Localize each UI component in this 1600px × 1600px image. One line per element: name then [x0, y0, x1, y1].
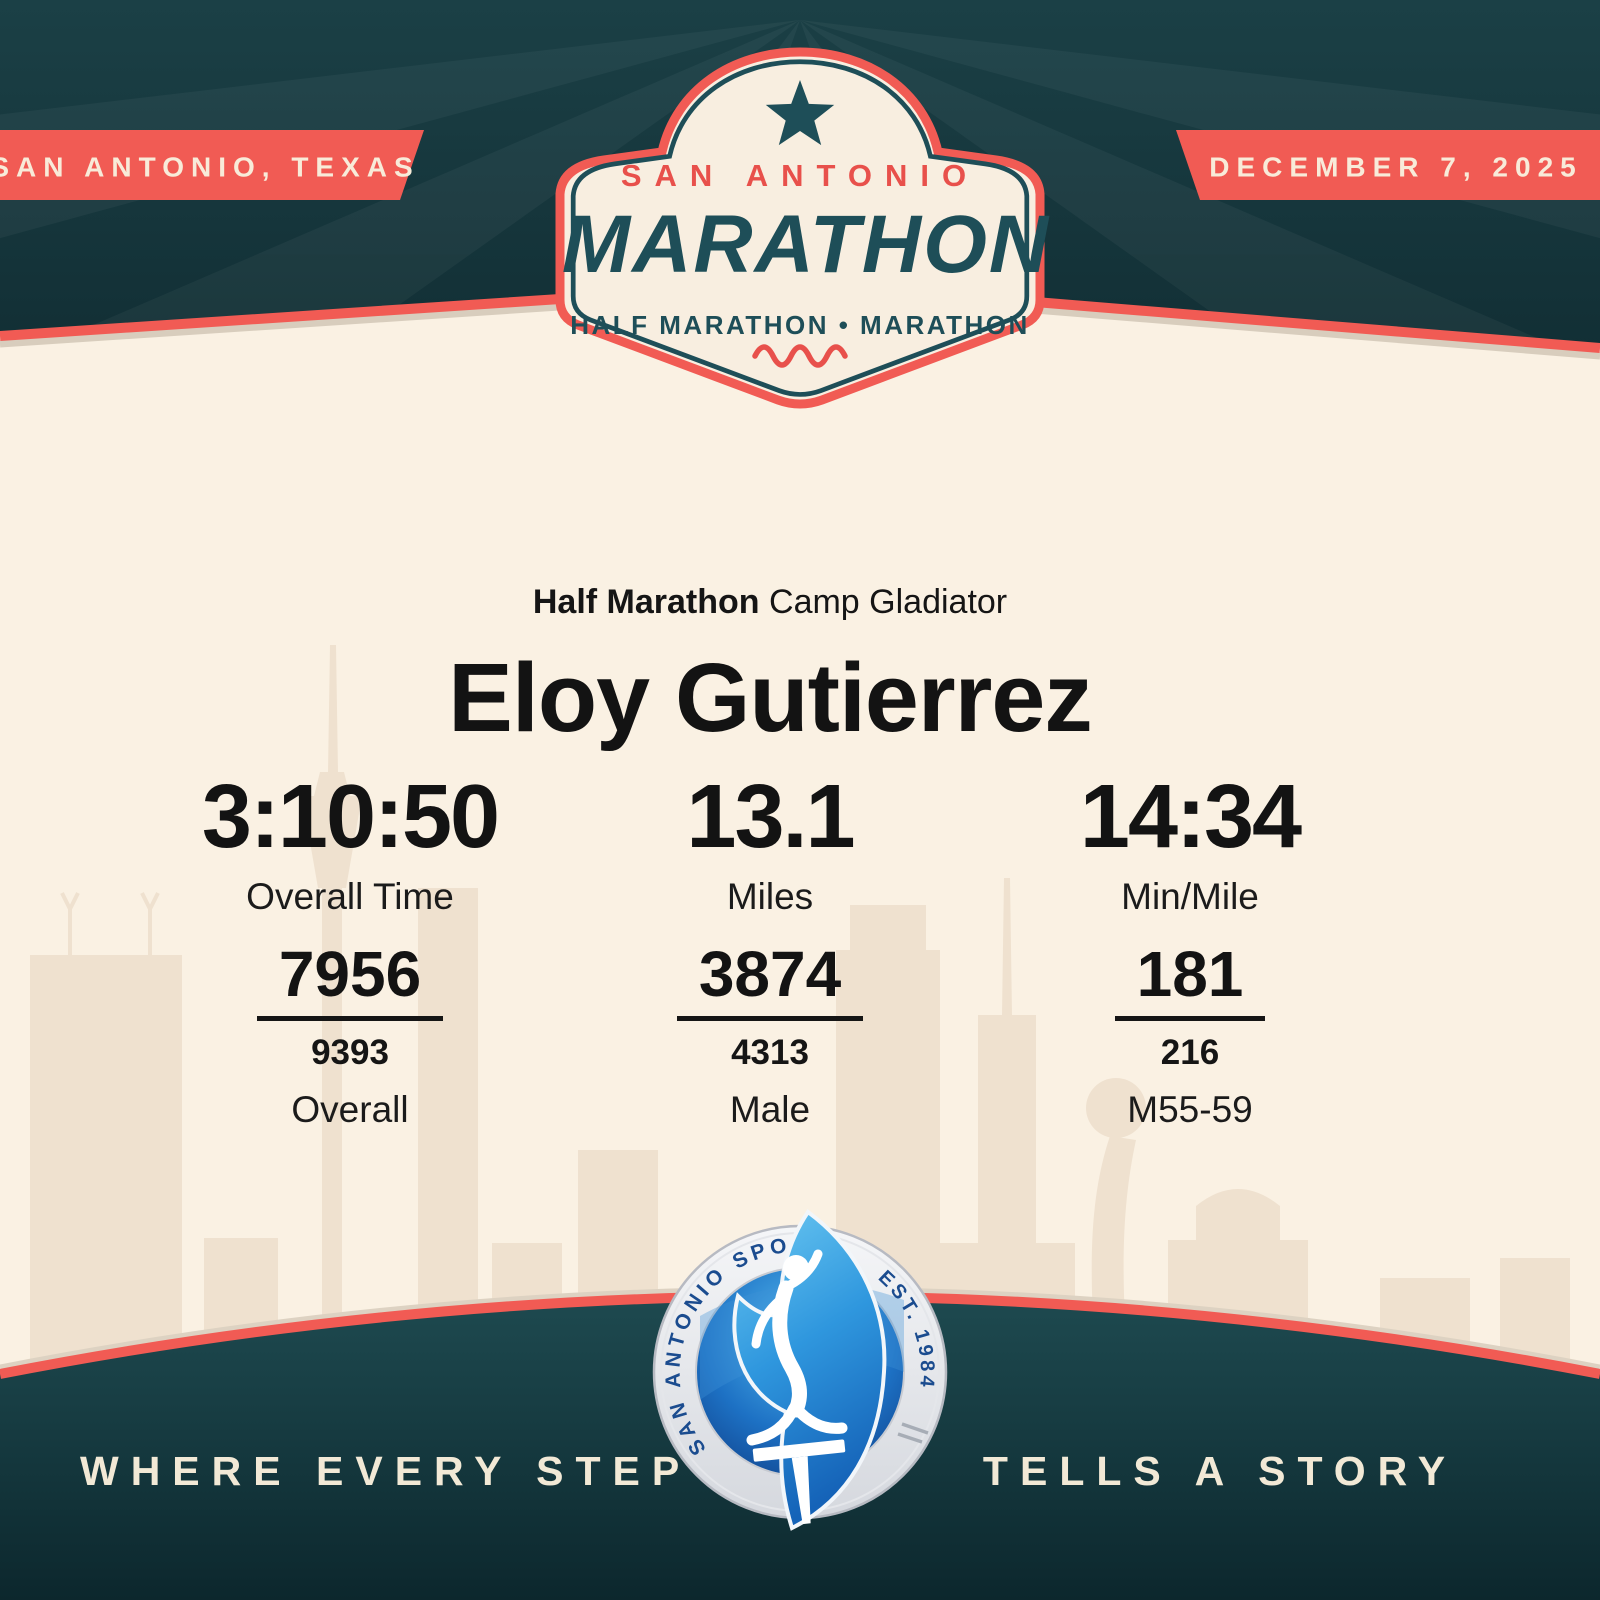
- logo-ring-inner-line: [660, 1232, 940, 1512]
- stat-overall-time: 3:10:50 Overall Time: [150, 772, 550, 918]
- athlete-figure-icon: [746, 1249, 848, 1525]
- rank-label: Male: [729, 1089, 811, 1130]
- stat-label: Overall Time: [246, 876, 454, 917]
- rankings-row: 7956 9393 Overall 3874 4313 Male 181 216…: [0, 942, 1600, 1142]
- race-subtitle: Half Marathon Camp Gladiator: [0, 583, 1540, 622]
- race-name: Half Marathon: [532, 583, 760, 621]
- stats-row: 3:10:50 Overall Time 13.1 Miles 14:34 Mi…: [0, 772, 1600, 917]
- stat-value: 13.1: [686, 767, 855, 867]
- logo-speed-lines: [791, 1244, 929, 1444]
- badge-outline: [555, 47, 1045, 409]
- badge-city: SAN ANTONIO: [621, 158, 979, 193]
- date-ribbon-label: DECEMBER 7, 2025: [1209, 152, 1582, 183]
- header-edge-shadow: [0, 287, 1600, 360]
- rank-place: 3874: [676, 942, 864, 1021]
- header-edge-line: [0, 277, 1600, 353]
- location-ribbon-label: SAN ANTONIO, TEXAS: [0, 152, 420, 183]
- stat-label: Min/Mile: [1121, 876, 1259, 917]
- logo-est-text: EST. 1984: [874, 1266, 938, 1391]
- footer-edge-line: [0, 1291, 1600, 1379]
- location-ribbon: [0, 130, 424, 200]
- date-ribbon: [1176, 130, 1600, 200]
- squiggle-icon: [752, 344, 848, 368]
- logo-globe: [695, 1267, 905, 1477]
- logo-org-text: SAN ANTONIO SPORTS: [661, 1233, 852, 1459]
- tagline-left: WHERE EVERY STEP: [80, 1448, 692, 1494]
- header-background: [0, 0, 1600, 348]
- badge-subtitle: HALF MARATHON • MARATHON: [570, 310, 1030, 340]
- badge-inner-line: [570, 59, 1030, 397]
- rank-total: 216: [1160, 1033, 1220, 1072]
- rank-label: M55-59: [1127, 1089, 1253, 1130]
- runner-name: Eloy Gutierrez: [448, 643, 1093, 752]
- footer-edge-shadow: [0, 1286, 1600, 1370]
- header-banner: SAN ANTONIO, TEXAS DECEMBER 7, 2025 SAN …: [0, 0, 1600, 409]
- sunburst-rays: [0, 20, 1600, 348]
- rank-total: 4313: [731, 1033, 809, 1072]
- rank-gender: 3874 4313 Male: [570, 942, 970, 1131]
- logo-ring: [652, 1224, 948, 1520]
- rank-total: 9393: [311, 1033, 389, 1072]
- stat-value: 14:34: [1079, 767, 1302, 867]
- flame-ribbon-icon: [732, 1209, 887, 1531]
- stat-miles: 13.1 Miles: [570, 772, 970, 918]
- rank-label: Overall: [291, 1089, 409, 1130]
- logo-globe-band: [700, 1283, 904, 1400]
- rank-place: 7956: [256, 942, 444, 1021]
- rank-place: 181: [1114, 942, 1266, 1021]
- stat-label: Miles: [726, 876, 814, 917]
- stat-pace: 14:34 Min/Mile: [990, 772, 1390, 918]
- rank-division: 181 216 M55-59: [990, 942, 1390, 1131]
- tagline-right: TELLS A STORY: [982, 1448, 1458, 1494]
- rank-overall: 7956 9393 Overall: [150, 942, 550, 1131]
- badge-title: MARATHON: [562, 199, 1050, 290]
- stat-value: 3:10:50: [201, 767, 500, 867]
- event-badge: SAN ANTONIO MARATHON HALF MARATHON • MAR…: [555, 47, 1050, 409]
- team-name: Camp Gladiator: [769, 583, 1008, 621]
- star-icon: [765, 80, 835, 146]
